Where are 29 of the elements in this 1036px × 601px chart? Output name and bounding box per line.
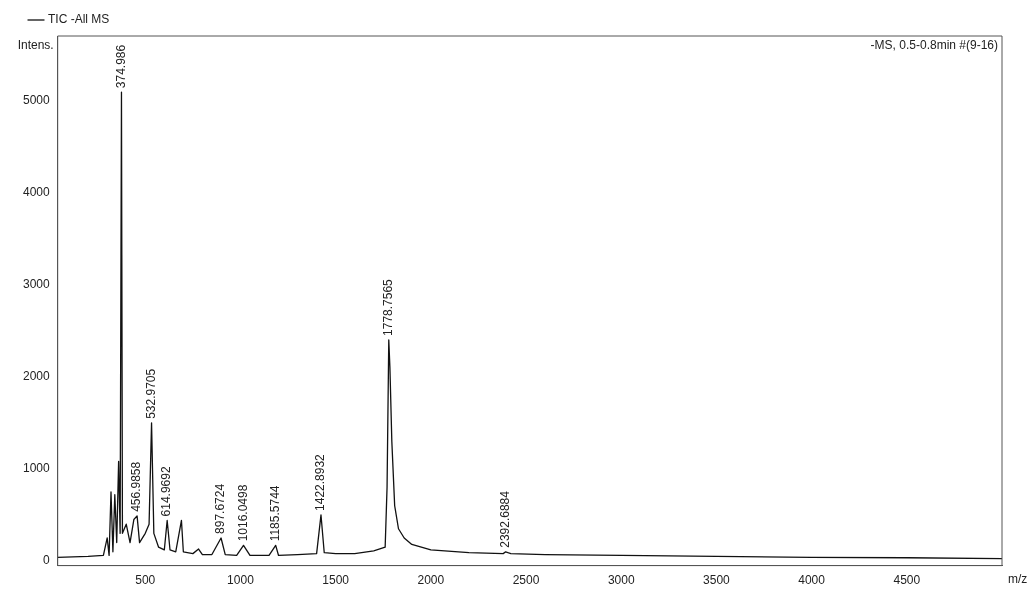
y-tick-label: 1000: [22, 461, 51, 476]
annotation: 374.986: [113, 44, 128, 89]
annotation: 532.9705: [143, 368, 158, 419]
annotation: 1422.8932: [313, 453, 328, 511]
x-tick-label: 4500: [893, 573, 921, 588]
annotation: 2392.6884: [497, 490, 512, 548]
x-tick-label: 500: [135, 573, 156, 588]
x-tick-label: 3000: [607, 573, 635, 588]
x-tick-label: 2500: [512, 573, 540, 588]
x-axis-title: m/z: [1008, 571, 1028, 586]
annotation: 897.6724: [213, 483, 228, 534]
x-tick-label: 2000: [417, 573, 445, 588]
annotation: 1778.7565: [381, 278, 396, 336]
y-tick-label: 3000: [22, 276, 51, 291]
annotation: 1185.5744: [268, 485, 282, 542]
legend-label: TIC -All MS: [48, 12, 110, 27]
x-tick-label: 1000: [227, 573, 255, 588]
x-tick-label: 3500: [703, 573, 731, 588]
y-axis-title: Intens.: [17, 38, 54, 53]
annotation: 614.9692: [159, 466, 174, 517]
y-tick-label: 4000: [22, 184, 51, 199]
y-tick-label: 2000: [22, 369, 51, 384]
x-tick-label: 4000: [798, 573, 826, 588]
annotation: -MS, 0.5-0.8min #(9-16): [870, 38, 998, 53]
annotation: 456.9858: [129, 461, 144, 512]
annotation: 1016.0498: [235, 484, 250, 542]
x-tick-label: 1500: [322, 573, 350, 588]
y-tick-label: 5000: [22, 92, 51, 107]
y-tick-label: 0: [43, 553, 51, 568]
